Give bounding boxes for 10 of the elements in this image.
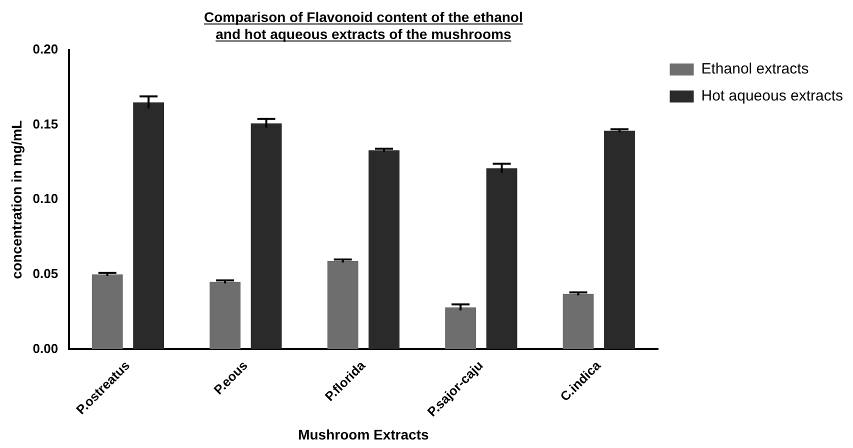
y-tick-label: 0.15 (32, 116, 58, 132)
y-tick-label: 0.00 (32, 340, 58, 356)
y-tick-label: 0.05 (32, 266, 58, 282)
legend-label: Hot aqueous extracts (701, 88, 844, 105)
y-tick-label: 0.20 (32, 42, 58, 57)
y-tick-label: 0.10 (32, 191, 58, 206)
legend-label: Ethanol extracts (701, 60, 809, 78)
chart-title: Comparison of Flavonoid content of the ethanol and hot aqueous extracts of the mushrooms (204, 9, 523, 42)
y-axis-title: concentration in mg/mL (8, 120, 24, 279)
x-axis-title: Mushroom Extracts (298, 426, 429, 442)
